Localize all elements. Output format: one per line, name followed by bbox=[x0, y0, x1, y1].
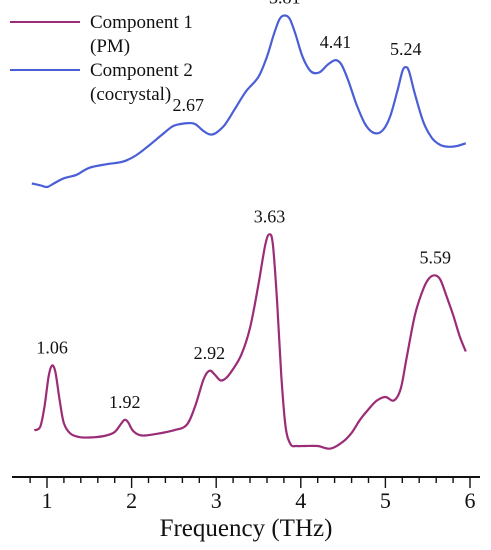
x-tick-label: 2 bbox=[126, 488, 137, 513]
peak-labels: 1.06 1.92 2.92 3.63 5.59 2.67 3.81 4.41 5.24 bbox=[36, 0, 451, 412]
x-tick-label: 6 bbox=[465, 488, 476, 513]
series-line-2 bbox=[31, 14, 467, 189]
legend-label-series-1-line-2: (PM) bbox=[90, 36, 130, 57]
series-line-1 bbox=[33, 233, 467, 450]
x-tick-label: 1 bbox=[42, 488, 53, 513]
x-tick-label: 3 bbox=[211, 488, 222, 513]
peak-label: 2.67 bbox=[173, 95, 205, 115]
x-axis-label: Frequency (THz) bbox=[160, 515, 333, 542]
peak-label: 1.92 bbox=[109, 392, 141, 412]
x-axis: 1 2 3 4 5 6 bbox=[12, 476, 480, 513]
x-tick-label: 4 bbox=[295, 488, 306, 513]
peak-label: 3.81 bbox=[269, 0, 301, 8]
legend-label-series-2-line-2: (cocrystal) bbox=[90, 84, 171, 105]
series-layer bbox=[31, 14, 467, 450]
peak-label: 2.92 bbox=[194, 343, 226, 363]
peak-label: 5.24 bbox=[390, 39, 422, 59]
legend: Component 1 (PM) Component 2 (cocrystal) bbox=[10, 12, 193, 105]
peak-label: 3.63 bbox=[254, 206, 286, 226]
peak-label: 5.59 bbox=[420, 247, 452, 267]
x-tick-label: 5 bbox=[380, 488, 391, 513]
legend-label-series-2-line-1: Component 2 bbox=[90, 60, 193, 81]
legend-label-series-1-line-1: Component 1 bbox=[90, 12, 193, 33]
peak-label: 1.06 bbox=[36, 338, 68, 358]
peak-label: 4.41 bbox=[320, 32, 352, 52]
